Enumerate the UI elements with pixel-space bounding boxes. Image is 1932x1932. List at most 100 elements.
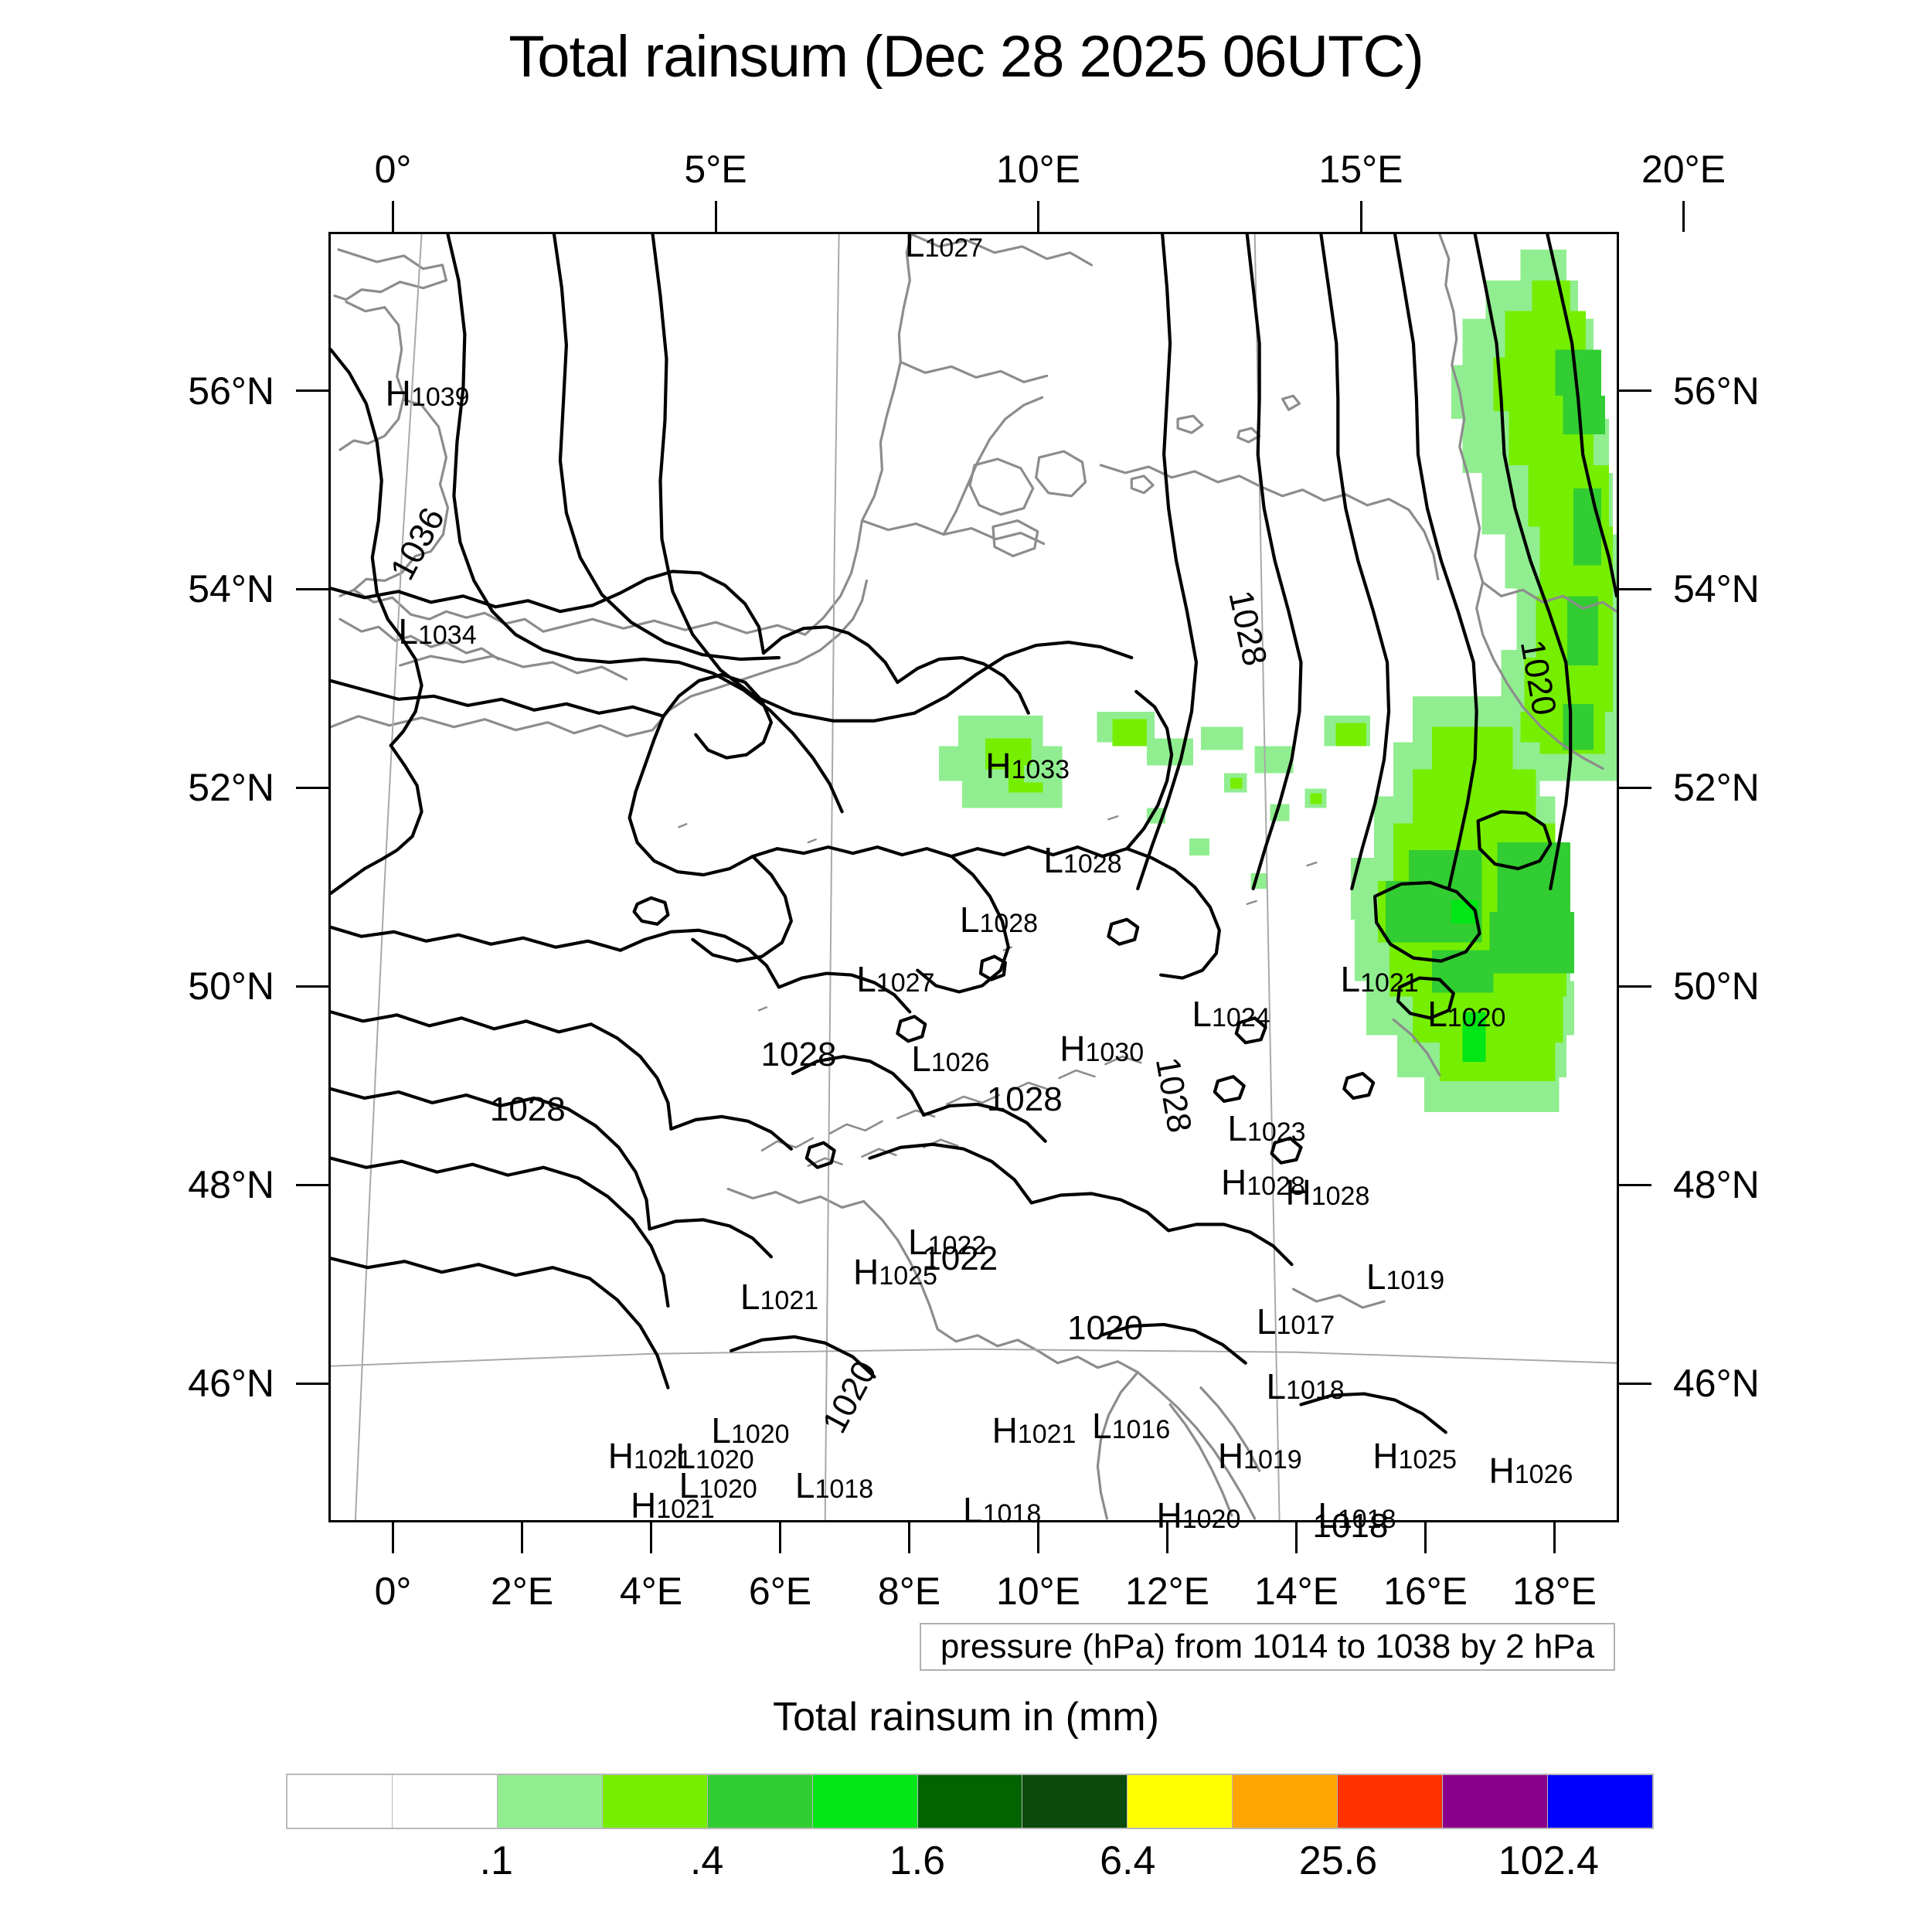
axis-tick-right <box>1619 1183 1651 1186</box>
extremum-type: H <box>385 372 411 413</box>
colorbar-cell-8[interactable] <box>1128 1775 1233 1828</box>
extremum-type: H <box>985 745 1012 786</box>
axis-tick-bottom <box>1037 1522 1039 1553</box>
pressure-extremum-h: H1033 <box>985 748 1070 784</box>
extremum-type: L <box>1092 1405 1112 1446</box>
contour-label: 1028 <box>489 1090 566 1128</box>
extremum-type: H <box>992 1410 1018 1451</box>
colorbar-cell-0[interactable] <box>287 1775 393 1828</box>
axis-tick-left <box>296 587 328 590</box>
extremum-type: L <box>1256 1301 1277 1342</box>
extremum-type: L <box>1043 839 1063 880</box>
pressure-extremum-l: L1021 <box>740 1279 818 1315</box>
axis-label-left: 56°N <box>188 369 274 413</box>
pressure-extremum-l: L1022 <box>908 1224 986 1260</box>
axis-label-left: 46°N <box>188 1362 274 1406</box>
axis-tick-bottom <box>1424 1522 1427 1553</box>
extremum-type: L <box>908 1222 928 1263</box>
contour-label: 1028 <box>760 1036 837 1074</box>
axis-tick-right <box>1619 587 1651 590</box>
extremum-value: 1020 <box>696 1444 754 1475</box>
colorbar-cell-7[interactable] <box>1022 1775 1128 1828</box>
coastline-layer <box>331 234 1617 1520</box>
axis-tick-top <box>714 201 717 232</box>
axis-label-top: 15°E <box>1318 148 1403 191</box>
colorbar-cell-12[interactable] <box>1548 1775 1652 1828</box>
extremum-value: 1019 <box>1243 1444 1302 1475</box>
axis-label-right: 56°N <box>1673 369 1760 413</box>
extremum-value: 1020 <box>730 1420 790 1450</box>
extremum-value: 1039 <box>410 382 470 412</box>
axis-tick-top <box>1037 201 1039 232</box>
extremum-type: L <box>911 1038 931 1079</box>
axis-label-top: 10°E <box>996 148 1080 191</box>
extremum-type: L <box>1340 958 1361 999</box>
extremum-value: 1021 <box>1017 1420 1077 1450</box>
axis-tick-bottom <box>908 1522 910 1553</box>
pressure-contours <box>331 234 1617 1434</box>
extremum-value: 1021 <box>656 1494 715 1524</box>
axis-tick-right <box>1619 786 1651 789</box>
extremum-type: L <box>740 1276 760 1317</box>
extremum-type: L <box>959 899 980 940</box>
colorbar-cell-11[interactable] <box>1443 1775 1549 1828</box>
axis-label-bottom: 16°E <box>1383 1570 1468 1613</box>
pressure-extremum-l: L1018 <box>963 1492 1041 1528</box>
pressure-extremum-l: L1018 <box>795 1468 873 1503</box>
colorbar-cell-3[interactable] <box>602 1775 708 1828</box>
pressure-extremum-h: H1021 <box>608 1438 692 1474</box>
map-canvas <box>331 234 1617 1520</box>
extremum-value: 1028 <box>1311 1182 1370 1212</box>
extremum-value: 1018 <box>815 1475 874 1505</box>
pressure-extremum-l: L1018 <box>1266 1369 1344 1404</box>
axis-tick-top <box>1359 201 1362 232</box>
extremum-type: L <box>1192 993 1213 1034</box>
colorbar-cell-6[interactable] <box>917 1775 1023 1828</box>
axis-label-left: 54°N <box>188 567 274 611</box>
pressure-extremum-h: H1020 <box>1157 1498 1241 1533</box>
extremum-type: L <box>963 1490 983 1531</box>
extremum-value: 1018 <box>1337 1504 1396 1534</box>
pressure-extremum-l: L1020 <box>679 1468 757 1503</box>
map-plot-area[interactable] <box>328 232 1619 1522</box>
colorbar-label: .4 <box>689 1838 724 1883</box>
pressure-extremum-l: L1017 <box>1257 1304 1335 1339</box>
extremum-type: L <box>1266 1366 1287 1406</box>
colorbar-label: 25.6 <box>1298 1838 1378 1883</box>
axis-tick-right <box>1619 985 1651 988</box>
axis-label-left: 50°N <box>188 964 274 1009</box>
colorbar-label: .1 <box>479 1838 513 1883</box>
axis-tick-bottom <box>650 1522 652 1553</box>
extremum-type: L <box>856 958 876 999</box>
colorbar[interactable] <box>286 1774 1654 1829</box>
extremum-value: 1020 <box>699 1475 757 1505</box>
axis-label-bottom: 12°E <box>1125 1570 1209 1613</box>
extremum-value: 1018 <box>1286 1375 1345 1405</box>
axis-label-bottom: 0° <box>374 1570 412 1613</box>
pressure-extremum-l: L1024 <box>1192 996 1270 1032</box>
axis-tick-bottom <box>392 1522 394 1553</box>
extremum-type: L <box>1318 1495 1338 1536</box>
colorbar-label: 6.4 <box>1100 1838 1156 1883</box>
axis-label-top: 20°E <box>1641 148 1726 191</box>
pressure-extremum-l: L1027 <box>856 961 934 997</box>
pressure-extremum-l: L1018 <box>1318 1498 1396 1533</box>
colorbar-cell-4[interactable] <box>707 1775 813 1828</box>
colorbar-cell-5[interactable] <box>812 1775 918 1828</box>
extremum-value: 1022 <box>927 1231 987 1261</box>
colorbar-cell-9[interactable] <box>1233 1775 1338 1828</box>
extremum-value: 1028 <box>1247 1172 1305 1202</box>
extremum-value: 1021 <box>633 1444 692 1475</box>
axis-label-right: 54°N <box>1673 567 1760 611</box>
extremum-value: 1024 <box>1212 1002 1270 1032</box>
colorbar-cell-1[interactable] <box>392 1775 498 1828</box>
extremum-value: 1034 <box>417 621 477 651</box>
axis-tick-right <box>1619 389 1651 393</box>
pressure-extremum-h: H1028 <box>1221 1165 1305 1200</box>
pressure-legend-box: pressure (hPa) from 1014 to 1038 by 2 hP… <box>920 1623 1615 1671</box>
colorbar-cell-2[interactable] <box>497 1775 603 1828</box>
colorbar-cell-10[interactable] <box>1338 1775 1444 1828</box>
extremum-type: L <box>1227 1107 1247 1148</box>
pressure-extremum-h: H1039 <box>386 376 470 411</box>
extremum-type: H <box>607 1435 634 1476</box>
